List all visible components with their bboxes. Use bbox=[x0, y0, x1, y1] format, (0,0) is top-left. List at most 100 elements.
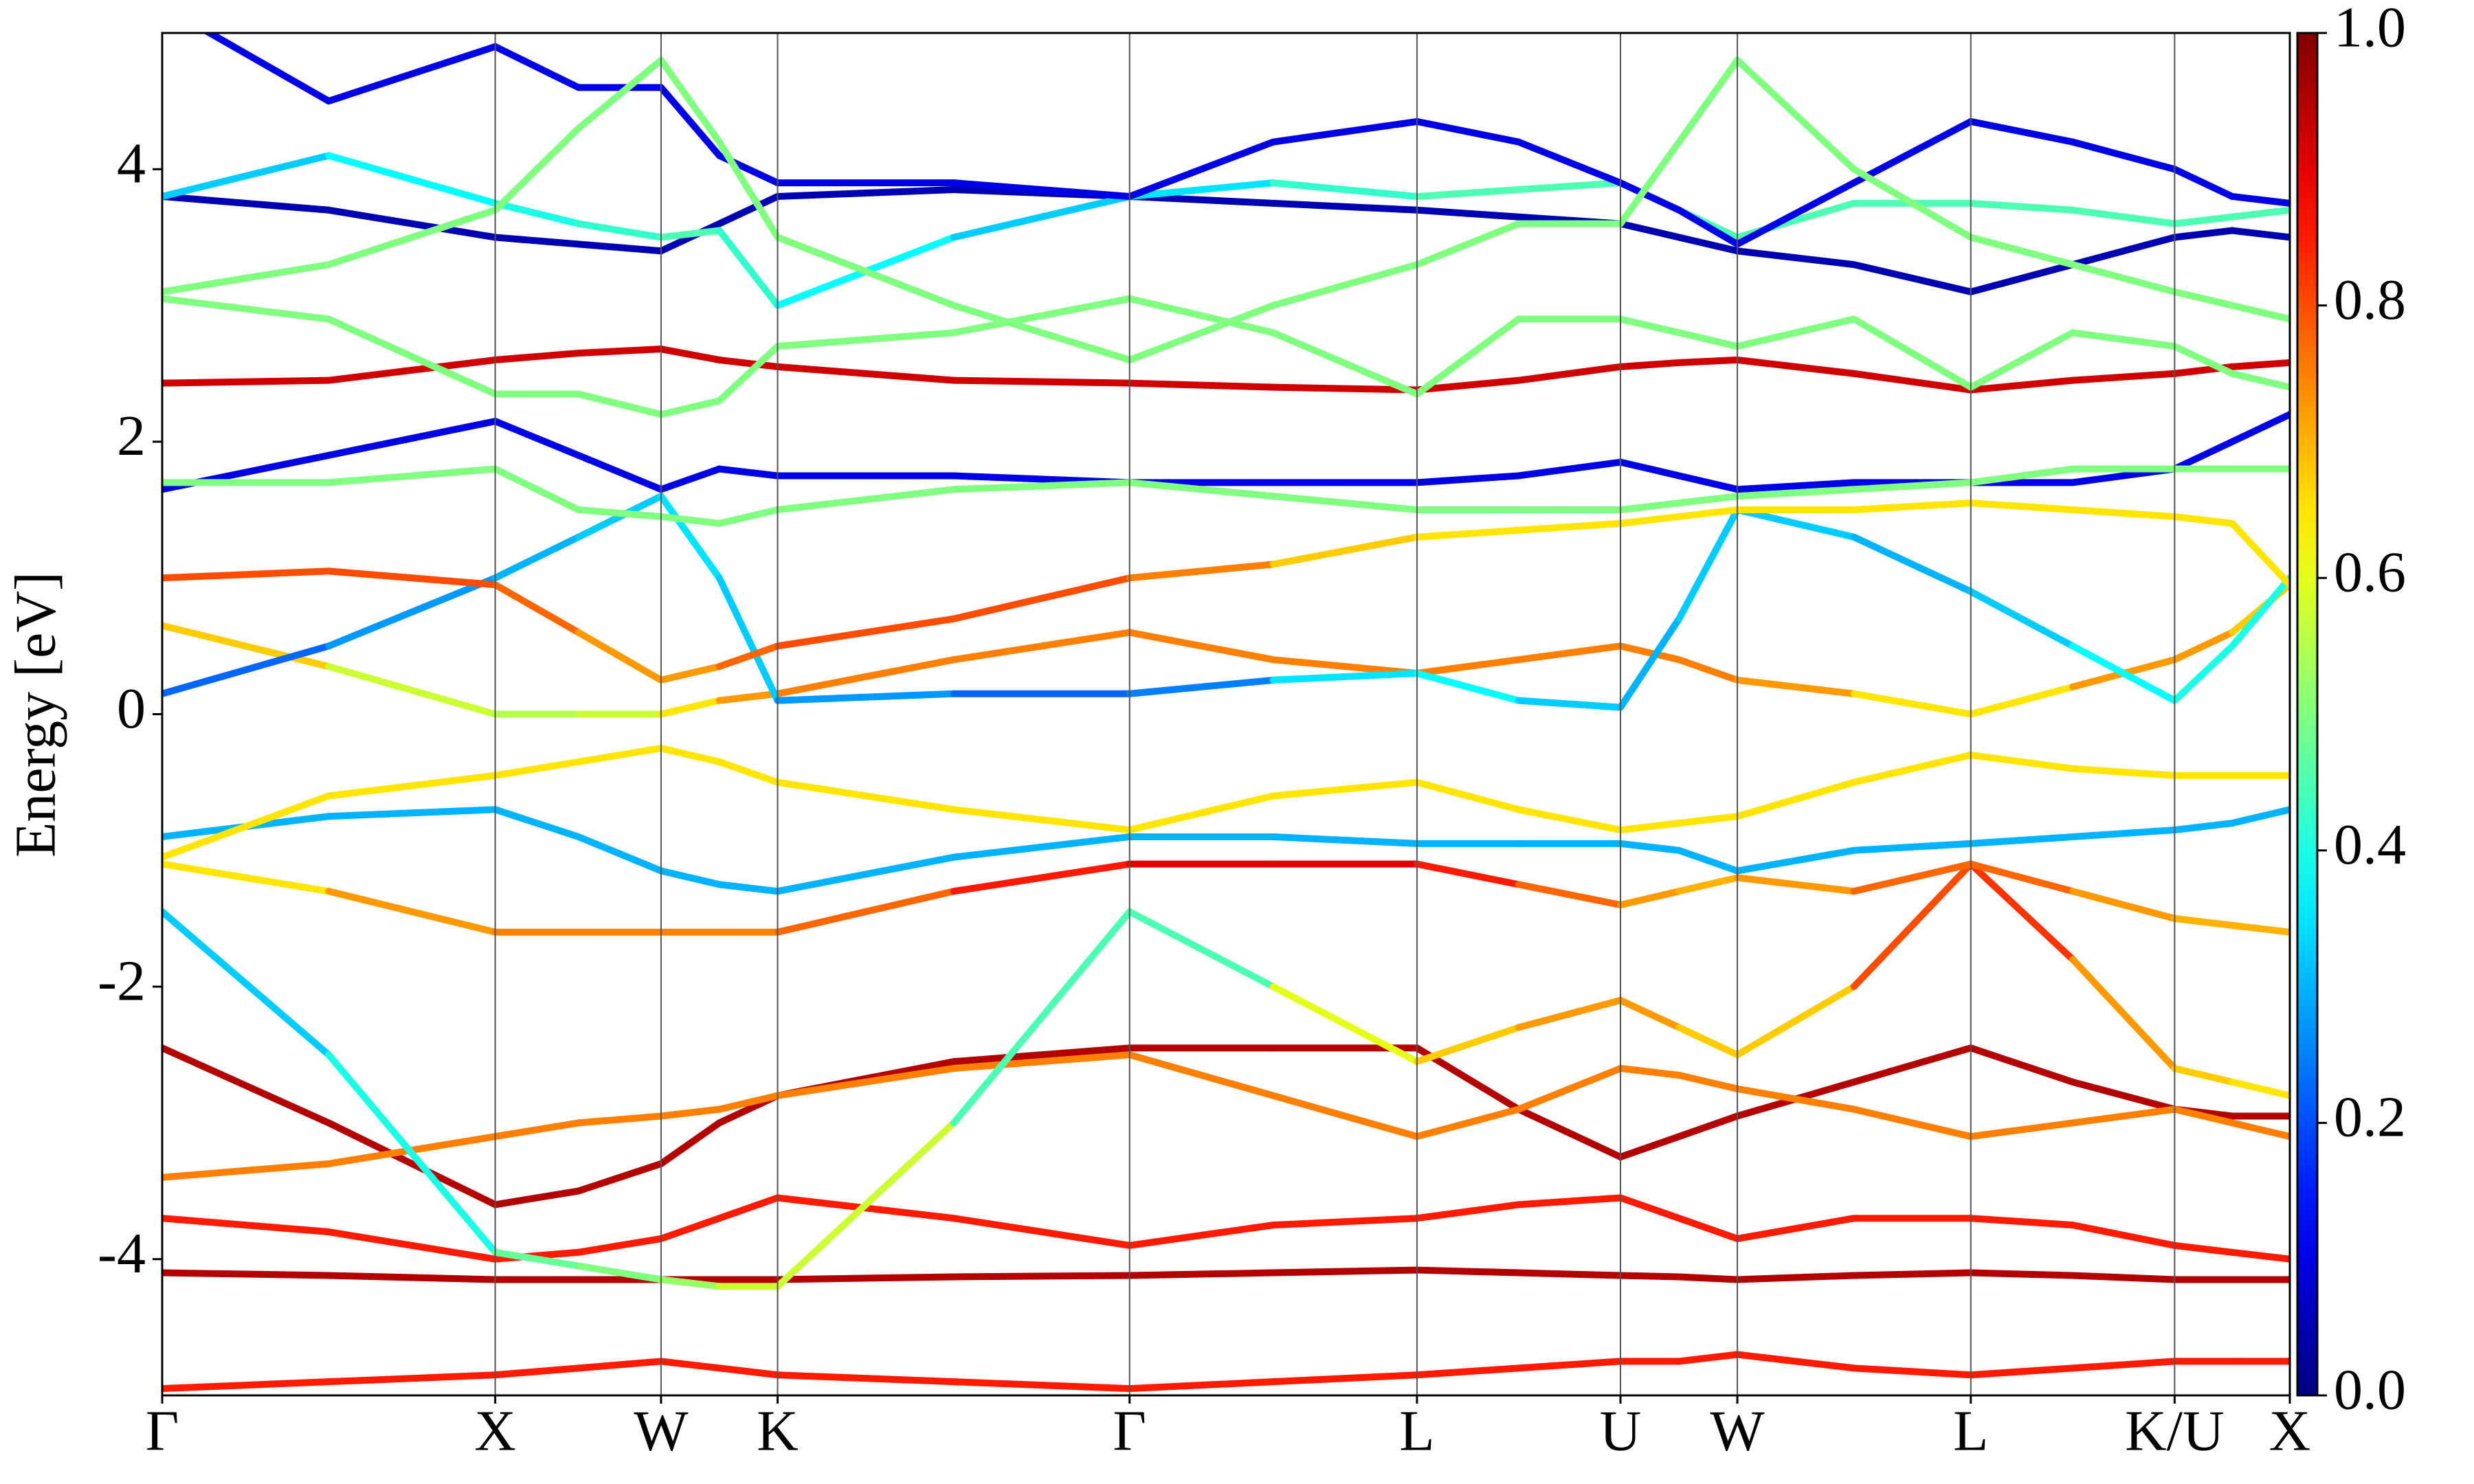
band-segment bbox=[657, 513, 723, 527]
band-segment bbox=[1269, 778, 1420, 800]
x-tick-label: W bbox=[1710, 1399, 1765, 1463]
band-segment bbox=[491, 581, 582, 636]
band-segment bbox=[950, 1044, 1133, 1066]
y-axis-label: Energy [eV] bbox=[3, 572, 67, 857]
band-segment bbox=[2069, 956, 2178, 1072]
band-segment bbox=[491, 43, 582, 91]
band-segment bbox=[1515, 1358, 1624, 1372]
band-segment bbox=[1675, 206, 1741, 248]
band-segment bbox=[2229, 519, 2290, 589]
band-segment bbox=[2069, 642, 2178, 704]
band-segment bbox=[2171, 1105, 2236, 1127]
y-tick-label: 4 bbox=[117, 132, 146, 196]
band-segment bbox=[1734, 846, 1858, 875]
band-segment bbox=[491, 806, 582, 840]
band-segment bbox=[1269, 1371, 1420, 1386]
band-segment bbox=[1616, 1272, 1683, 1281]
band-segment bbox=[1616, 615, 1683, 711]
band-segment bbox=[715, 356, 781, 370]
band-segment bbox=[1734, 486, 1858, 500]
band-segment bbox=[1616, 840, 1683, 854]
band-segment bbox=[1515, 179, 1624, 194]
band-segment bbox=[491, 124, 582, 214]
band-segment bbox=[162, 261, 333, 295]
band-segment bbox=[1675, 1071, 1741, 1092]
band-segment bbox=[575, 1262, 665, 1283]
band-segment bbox=[657, 346, 723, 363]
band-segment bbox=[2069, 261, 2178, 295]
band-segment bbox=[1734, 778, 1858, 820]
band-segment bbox=[325, 356, 499, 384]
band-segment bbox=[1413, 315, 1522, 398]
band-segment bbox=[1126, 629, 1277, 664]
band-segment bbox=[575, 745, 665, 765]
band-segment bbox=[657, 867, 723, 888]
band-segment bbox=[1515, 881, 1624, 909]
band-segment bbox=[1413, 220, 1522, 269]
band-segment bbox=[2229, 192, 2290, 207]
band-segment bbox=[2069, 506, 2178, 520]
band-segment bbox=[325, 1371, 499, 1386]
band-segment bbox=[2229, 1248, 2290, 1263]
band-segment bbox=[1967, 588, 2077, 650]
band-segment bbox=[1734, 874, 1858, 895]
x-tick-label: K bbox=[757, 1399, 799, 1463]
band-segment bbox=[1515, 697, 1624, 711]
band-segment bbox=[575, 506, 665, 520]
band-segment bbox=[1675, 1112, 1741, 1140]
band-segment bbox=[657, 1215, 723, 1242]
band-segment bbox=[1967, 751, 2077, 772]
band-segment bbox=[657, 697, 723, 718]
band-segment bbox=[1126, 1222, 1277, 1249]
band-segment bbox=[325, 315, 499, 398]
band-segment bbox=[162, 152, 333, 200]
band-segment bbox=[2229, 574, 2290, 650]
band-segment bbox=[1126, 302, 1277, 363]
colorbar-tick-label: 0.0 bbox=[2334, 1358, 2406, 1421]
band-segment bbox=[1850, 860, 1974, 895]
colorbar-tick-label: 1.0 bbox=[2334, 0, 2406, 59]
band-segment bbox=[657, 397, 723, 418]
band-segment bbox=[1413, 1266, 1522, 1277]
band-segment bbox=[950, 1272, 1133, 1281]
band-segment bbox=[950, 1215, 1133, 1249]
band-segment bbox=[1675, 472, 1741, 493]
band-segment bbox=[2069, 329, 2178, 350]
band-segment bbox=[1734, 506, 1858, 541]
band-segment bbox=[1616, 820, 1683, 834]
band-segment bbox=[715, 465, 781, 480]
band-segment bbox=[950, 376, 1133, 387]
band-segment bbox=[1126, 1269, 1277, 1279]
band-segment bbox=[1850, 860, 1974, 991]
band-segment bbox=[162, 642, 333, 697]
band-segment bbox=[1734, 56, 1858, 173]
band-segment bbox=[2229, 359, 2290, 370]
band-segment bbox=[162, 295, 333, 323]
band-segment bbox=[2069, 234, 2178, 269]
band-segment bbox=[950, 295, 1133, 337]
band-segment bbox=[575, 833, 665, 875]
band-segment bbox=[950, 1051, 1133, 1072]
band-segment bbox=[2229, 227, 2290, 241]
band-segment bbox=[575, 1358, 665, 1372]
band-segment bbox=[1515, 1105, 1624, 1160]
band-segment bbox=[1515, 458, 1624, 480]
band-segment bbox=[575, 346, 665, 357]
band-segment bbox=[1515, 996, 1624, 1031]
band-segment bbox=[1616, 138, 1683, 227]
band-segment bbox=[1675, 1215, 1741, 1242]
band-segment bbox=[575, 220, 665, 241]
band-segment bbox=[1126, 561, 1277, 582]
band-segment bbox=[1675, 56, 1741, 146]
band-segment bbox=[2229, 806, 2290, 827]
band-segment bbox=[950, 179, 1133, 200]
band-segment bbox=[1616, 458, 1683, 480]
band-segment bbox=[2229, 206, 2290, 221]
band-segment bbox=[1734, 179, 1858, 248]
plot-frame bbox=[161, 32, 2291, 1397]
x-tick-label: Γ bbox=[146, 1399, 179, 1463]
band-segment bbox=[1413, 117, 1522, 146]
band-segment bbox=[2069, 1078, 2178, 1113]
band-segment bbox=[1675, 1351, 1741, 1365]
x-tick-label: X bbox=[2269, 1399, 2311, 1463]
